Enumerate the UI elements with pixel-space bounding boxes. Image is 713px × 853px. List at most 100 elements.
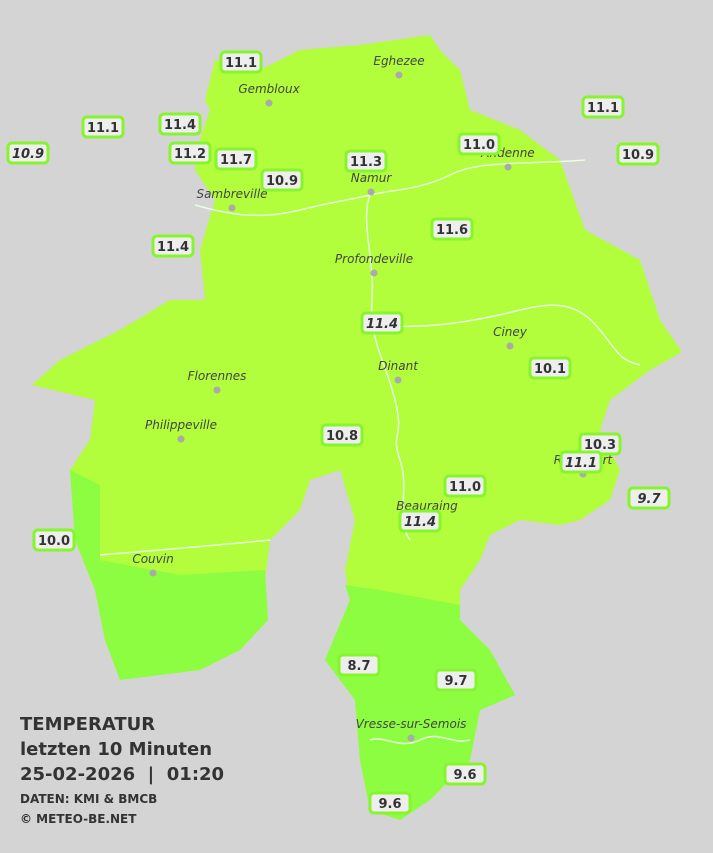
town-label: Profondeville — [335, 252, 413, 266]
station: 11.4 — [151, 234, 195, 258]
station-box — [6, 141, 50, 165]
station-box — [368, 791, 412, 815]
town-dot — [265, 99, 273, 107]
town-label: Ciney — [493, 325, 528, 339]
rivers — [99, 159, 641, 745]
station-value: 11.4 — [164, 118, 196, 133]
station-value: 9.6 — [378, 797, 401, 812]
station-box — [32, 528, 76, 552]
station: 9.7 — [434, 668, 478, 692]
town-label: Couvin — [132, 552, 173, 566]
station-box — [581, 95, 625, 119]
town-dot — [407, 734, 415, 742]
station-value: 11.1 — [225, 56, 257, 71]
town-dot — [504, 163, 512, 171]
station-box — [214, 147, 258, 171]
legend-copyright: © METEO-BE.NET — [20, 812, 137, 826]
town-dot — [370, 269, 378, 277]
station-value: 11.1 — [587, 101, 619, 116]
town-label: Florennes — [188, 369, 247, 383]
station-value: 11.7 — [220, 153, 252, 168]
station-box — [528, 356, 572, 380]
station: 10.9 — [260, 168, 304, 192]
station-value: 9.6 — [453, 768, 476, 783]
station: 11.1 — [81, 115, 125, 139]
station-value: 10.3 — [584, 438, 616, 453]
station: 11.7 — [214, 147, 258, 171]
town-dot — [213, 386, 221, 394]
station-box — [443, 474, 487, 498]
station: 9.7 — [627, 486, 671, 510]
station: 11.1 — [219, 50, 263, 74]
station-box — [260, 168, 304, 192]
station-box — [320, 423, 364, 447]
station: 10.9 — [616, 142, 660, 166]
station-value: 10.1 — [534, 362, 566, 377]
station-box — [168, 141, 212, 165]
town-dot — [228, 204, 236, 212]
station-box — [344, 149, 388, 173]
station-box — [559, 450, 603, 474]
legend-datetime: 25-02-2026 | 01:20 — [20, 764, 224, 785]
town-dot — [394, 376, 402, 384]
river-couvin — [99, 539, 271, 556]
station: 11.1 — [559, 450, 603, 474]
zone-south — [325, 585, 515, 820]
station-value: 11.1 — [87, 121, 119, 136]
station-box — [360, 311, 404, 335]
station: 11.4 — [398, 509, 442, 533]
station-value: 11.0 — [463, 138, 495, 153]
station-box — [219, 50, 263, 74]
station-value: 9.7 — [444, 674, 467, 689]
town-label: Vresse-sur-Semois — [356, 717, 467, 731]
station-box — [443, 762, 487, 786]
station-value: 11.4 — [404, 515, 436, 530]
station-box — [457, 132, 501, 156]
town-dot — [395, 71, 403, 79]
town-label: Sambreville — [196, 187, 267, 201]
zone-southwest — [70, 470, 268, 680]
station-value: 8.7 — [347, 659, 370, 674]
station-value: 11.3 — [350, 155, 382, 170]
station-value: 11.1 — [565, 456, 597, 471]
station-value: 11.0 — [449, 480, 481, 495]
town-dot — [367, 188, 375, 196]
station-box — [434, 668, 478, 692]
river-semois — [369, 735, 471, 745]
station-value: 9.7 — [637, 492, 661, 507]
legend-period: letzten 10 Minuten — [20, 739, 212, 760]
station: 10.3 — [578, 432, 622, 456]
station: 11.2 — [168, 141, 212, 165]
town-label: Eghezee — [373, 54, 424, 68]
station: 10.1 — [528, 356, 572, 380]
station-box — [151, 234, 195, 258]
town-dot — [177, 435, 185, 443]
station-value: 10.0 — [38, 534, 70, 549]
town-label: Gembloux — [238, 82, 300, 96]
station: 10.9 — [6, 141, 50, 165]
town-label: Namur — [351, 171, 393, 185]
station: 9.6 — [368, 791, 412, 815]
station: 11.0 — [443, 474, 487, 498]
station: 8.7 — [337, 653, 381, 677]
station-box — [81, 115, 125, 139]
town-dot — [506, 342, 514, 350]
town-label: Dinant — [378, 359, 419, 373]
station: 11.0 — [457, 132, 501, 156]
station: 9.6 — [443, 762, 487, 786]
river-meuse — [365, 194, 411, 541]
station: 11.3 — [344, 149, 388, 173]
station-box — [337, 653, 381, 677]
station: 11.4 — [158, 112, 202, 136]
station-box — [430, 217, 474, 241]
station: 11.6 — [430, 217, 474, 241]
station: 11.4 — [360, 311, 404, 335]
station-value: 11.4 — [157, 240, 189, 255]
station-value: 10.8 — [326, 429, 358, 444]
river-lesse — [379, 304, 641, 366]
legend-title: TEMPERATUR — [20, 714, 155, 735]
station: 10.0 — [32, 528, 76, 552]
station-value: 11.6 — [436, 223, 468, 238]
station-value: 10.9 — [622, 148, 654, 163]
